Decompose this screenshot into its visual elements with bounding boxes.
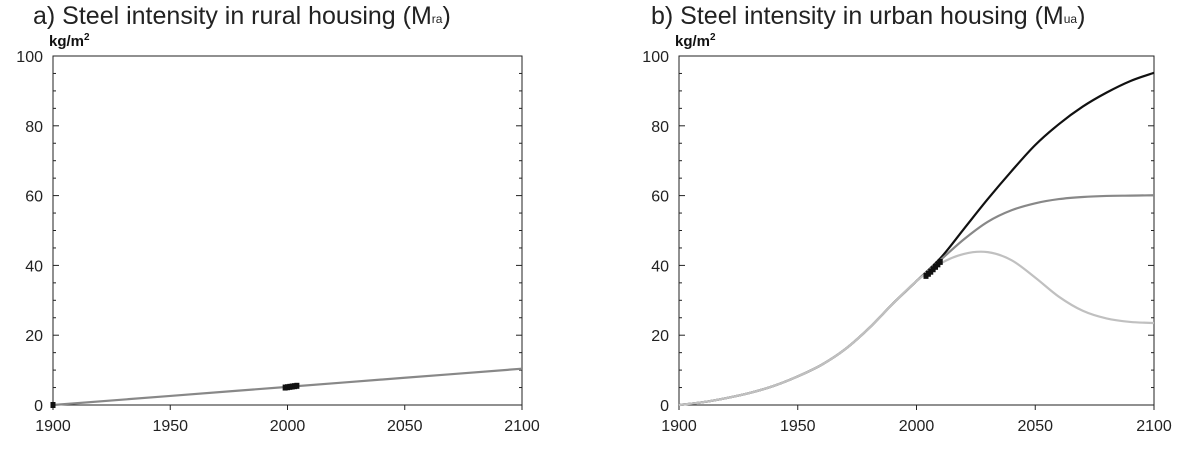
y-tick-label-rural: 80 bbox=[25, 119, 43, 136]
series-line-urban-2 bbox=[678, 250, 1155, 407]
x-tick-label-rural: 2000 bbox=[270, 418, 306, 435]
y-tick-label-urban: 80 bbox=[651, 119, 669, 136]
y-tick-label-rural: 60 bbox=[25, 189, 43, 206]
x-tick-label-rural: 2050 bbox=[387, 418, 423, 435]
x-tick-label-urban: 1900 bbox=[661, 418, 697, 435]
y-tick-label-urban: 0 bbox=[660, 398, 669, 415]
chart-title-urban: b) Steel intensity in urban housing (Mua… bbox=[651, 2, 1085, 31]
y-unit-superscript-rural: 2 bbox=[84, 32, 90, 43]
title-main-rural: a) Steel intensity in rural housing (M bbox=[33, 2, 432, 30]
chart-svg-rural: 1900 1950 2000 2050 2100 0 20 40 60 80 100 kg/m2 bbox=[16, 32, 540, 435]
x-tick-label-urban: 1950 bbox=[780, 418, 816, 435]
y-tick-label-urban: 20 bbox=[651, 328, 669, 345]
chart-panel-rural: a) Steel intensity in rural housing (Mra… bbox=[16, 2, 540, 435]
y-tick-label-rural: 40 bbox=[25, 258, 43, 275]
x-tick-label-urban: 2000 bbox=[899, 418, 935, 435]
y-tick-label-urban: 60 bbox=[651, 189, 669, 206]
title-close-rural: ) bbox=[442, 2, 451, 30]
chart-title-rural: a) Steel intensity in rural housing (Mra… bbox=[33, 2, 451, 31]
x-tick-label-rural: 1900 bbox=[35, 418, 71, 435]
title-main-urban: b) Steel intensity in urban housing (M bbox=[651, 2, 1064, 30]
y-tick-label-urban: 40 bbox=[651, 258, 669, 275]
y-unit-superscript-urban: 2 bbox=[710, 32, 716, 43]
x-tick-label-rural: 1950 bbox=[152, 418, 188, 435]
x-tick-label-urban: 2100 bbox=[1136, 418, 1172, 435]
title-close-urban: ) bbox=[1077, 2, 1086, 30]
y-tick-label-rural: 20 bbox=[25, 328, 43, 345]
x-tick-label-urban: 2050 bbox=[1017, 418, 1053, 435]
plot-frame-urban bbox=[678, 55, 1155, 406]
data-point-urban bbox=[937, 258, 943, 265]
y-unit-label-urban: kg/m2 bbox=[675, 32, 716, 50]
data-point-rural bbox=[50, 402, 56, 408]
x-tick-label-rural: 2100 bbox=[504, 418, 540, 435]
title-subscript-urban: ua bbox=[1063, 12, 1078, 26]
y-tick-label-rural: 0 bbox=[34, 398, 43, 415]
series-line-urban-1 bbox=[678, 194, 1155, 407]
data-point-rural bbox=[294, 382, 300, 389]
y-tick-label-rural: 100 bbox=[16, 49, 43, 66]
series-line-urban-0 bbox=[678, 71, 1155, 407]
title-subscript-rural: ra bbox=[431, 12, 443, 26]
y-tick-label-urban: 100 bbox=[642, 49, 669, 66]
y-unit-label-rural: kg/m2 bbox=[49, 32, 90, 50]
